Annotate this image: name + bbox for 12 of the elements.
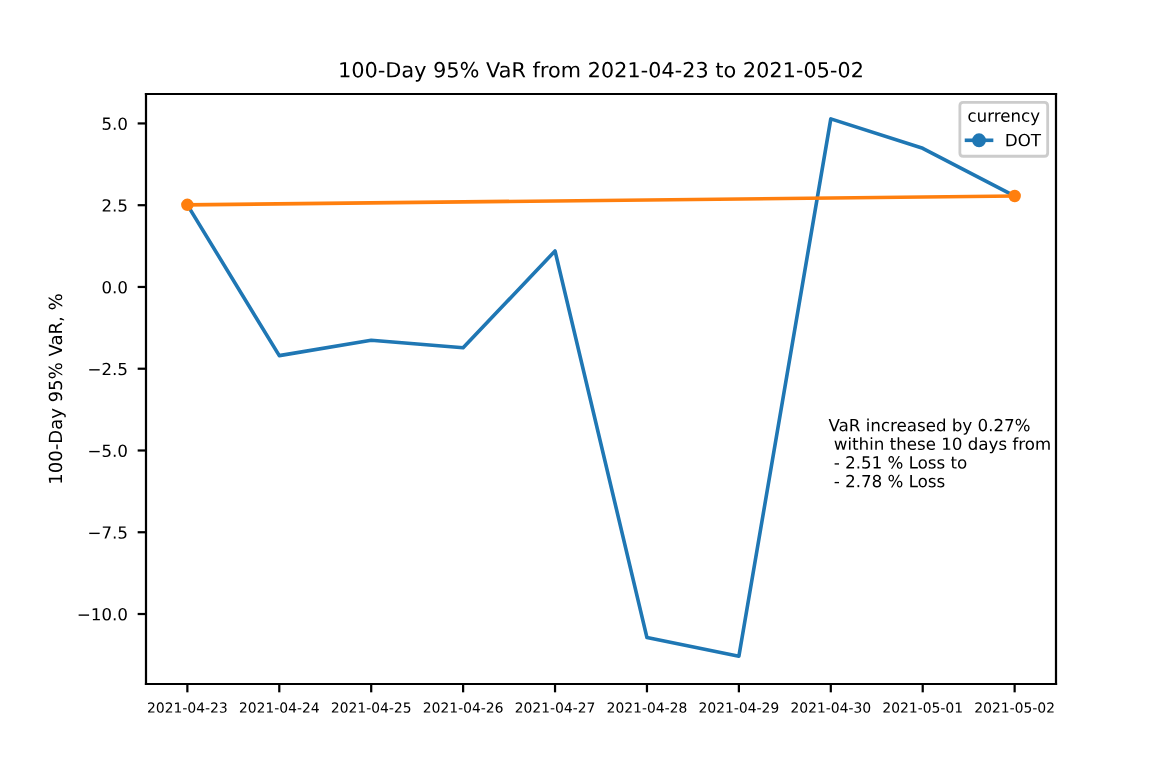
y-tick-label: 2.5 bbox=[102, 199, 127, 212]
y-tick-label: −5.0 bbox=[89, 444, 127, 458]
y-tick-label: −10.0 bbox=[78, 607, 127, 621]
y-tick-label: 5.0 bbox=[102, 117, 127, 130]
y-tick-label: 0.0 bbox=[102, 280, 127, 294]
chart-title: 100-Day 95% VaR from 2021-04-23 to 2021-05-02 bbox=[340, 61, 862, 82]
legend-label: DOT bbox=[1006, 133, 1042, 147]
legend-title: currency bbox=[968, 112, 1040, 126]
annotation: VaR increased by 0.27% within these 10 days from - 2.51 % Loss to - 2.78 % Loss bbox=[828, 418, 1050, 488]
y-axis-title: 100-Day 95% VaR, % bbox=[48, 294, 66, 483]
y-tick-label: −7.5 bbox=[89, 526, 127, 539]
y-tick-label: −2.5 bbox=[89, 362, 127, 376]
